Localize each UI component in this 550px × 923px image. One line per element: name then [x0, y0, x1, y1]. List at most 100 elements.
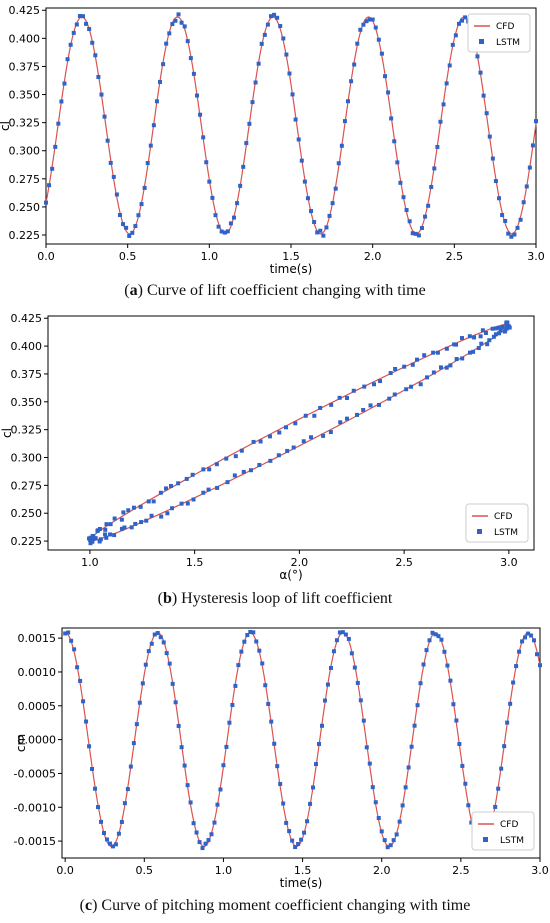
lstm-point-117 [258, 439, 263, 444]
lstm-point-57 [448, 363, 453, 368]
lstm-point-67 [250, 100, 255, 105]
y-tick-label-6: 0.375 [11, 368, 43, 381]
lstm-point-106 [351, 388, 356, 393]
lstm-point-114 [395, 160, 400, 165]
x-tick-label-1: 1.5 [186, 556, 204, 569]
lstm-point-86 [309, 209, 314, 214]
lstm-point-82 [308, 801, 313, 806]
lstm-point-65 [244, 141, 249, 146]
lstm-point-5 [59, 99, 64, 104]
lstm-point-112 [303, 413, 308, 418]
lstm-point-10 [104, 535, 109, 540]
lstm-point-1 [66, 630, 71, 635]
legend-lstm-marker [479, 39, 484, 44]
lstm-point-40 [167, 31, 172, 36]
lstm-point-17 [113, 842, 118, 847]
legend-lstm-label: LSTM [494, 528, 518, 538]
lstm-point-120 [413, 231, 418, 236]
cfd-line [65, 632, 541, 848]
lstm-point-85 [305, 196, 310, 201]
lstm-point-46 [368, 403, 373, 408]
caption-a: (a) Curve of lift coefficient changing w… [124, 282, 426, 299]
lstm-point-93 [452, 342, 457, 347]
lstm-point-28 [215, 485, 220, 490]
lstm-point-35 [151, 123, 156, 128]
lstm-point-98 [346, 99, 351, 104]
lstm-point-83 [311, 785, 316, 790]
y-tick-label-3: 0.300 [9, 145, 41, 158]
lstm-point-104 [364, 19, 369, 24]
lstm-point-127 [435, 144, 440, 149]
y-tick-label-2: 0.0005 [18, 700, 57, 713]
lstm-point-97 [342, 119, 347, 124]
lstm-point-64 [485, 342, 490, 347]
lstm-point-74 [284, 820, 289, 825]
y-tick-label-8: 0.425 [11, 312, 43, 325]
lstm-point-44 [179, 20, 184, 25]
lstm-point-43 [344, 416, 349, 421]
lstm-point-21 [165, 511, 170, 516]
lstm-point-69 [269, 719, 274, 724]
y-tick-label-5: -0.0010 [14, 801, 56, 814]
lstm-point-19 [119, 819, 124, 824]
lstm-point-8 [87, 744, 92, 749]
lstm-point-60 [467, 350, 472, 355]
lstm-point-64 [241, 164, 246, 169]
lstm-point-29 [133, 224, 138, 229]
y-tick-label-6: 0.375 [9, 60, 41, 73]
lstm-point-95 [336, 161, 341, 166]
lstm-point-48 [206, 838, 211, 843]
lstm-point-63 [251, 630, 256, 635]
lstm-point-123 [423, 214, 428, 219]
x-tick-label-2: 1.0 [201, 250, 219, 263]
lstm-point-55 [213, 213, 218, 218]
lstm-point-64 [254, 639, 259, 644]
lstm-point-31 [155, 631, 160, 636]
lstm-point-122 [214, 462, 219, 467]
lstm-point-94 [444, 346, 449, 351]
lstm-point-115 [398, 180, 403, 185]
lstm-point-12 [80, 14, 85, 19]
lstm-point-17 [96, 74, 101, 79]
lstm-point-148 [500, 213, 505, 218]
x-tick-label-0: 0.0 [56, 864, 74, 877]
lstm-point-125 [429, 184, 434, 189]
lstm-point-108 [376, 37, 381, 42]
lstm-point-53 [221, 763, 226, 768]
lstm-point-7 [97, 539, 102, 544]
x-tick-label-6: 3.0 [527, 250, 545, 263]
lstm-point-84 [314, 762, 319, 767]
lstm-point-36 [285, 448, 290, 453]
lstm-point-69 [256, 61, 261, 66]
lstm-point-65 [487, 338, 492, 343]
lstm-point-63 [238, 183, 243, 188]
lstm-point-151 [514, 664, 519, 669]
lstm-point-137 [119, 517, 124, 522]
lstm-point-158 [535, 652, 540, 657]
lstm-point-96 [349, 651, 354, 656]
lstm-point-28 [130, 230, 135, 235]
lstm-point-47 [188, 56, 193, 61]
lstm-point-59 [239, 649, 244, 654]
lstm-point-134 [463, 781, 468, 786]
lstm-point-9 [103, 532, 108, 537]
lstm-point-62 [248, 629, 253, 634]
lstm-point-30 [232, 473, 237, 478]
lstm-point-130 [444, 81, 449, 86]
lstm-point-63 [479, 341, 484, 346]
lstm-point-80 [290, 92, 295, 97]
lstm-point-143 [484, 111, 489, 116]
lstm-point-142 [481, 93, 486, 98]
lstm-point-86 [319, 723, 324, 728]
lstm-point-24 [185, 501, 190, 506]
lstm-point-115 [277, 430, 282, 435]
lstm-point-132 [450, 42, 455, 47]
lstm-point-39 [179, 745, 184, 750]
x-tick-label-2: 2.0 [291, 556, 309, 569]
lstm-point-29 [225, 480, 230, 485]
lstm-point-140 [104, 522, 109, 527]
lstm-point-102 [358, 27, 363, 32]
chart-1: 1.0 1.5 2.0 2.5 3.0 0.225 0.250 0.275 0.300 0.325… [0, 312, 535, 582]
lstm-point-13 [119, 526, 124, 531]
lstm-point-34 [164, 651, 169, 656]
